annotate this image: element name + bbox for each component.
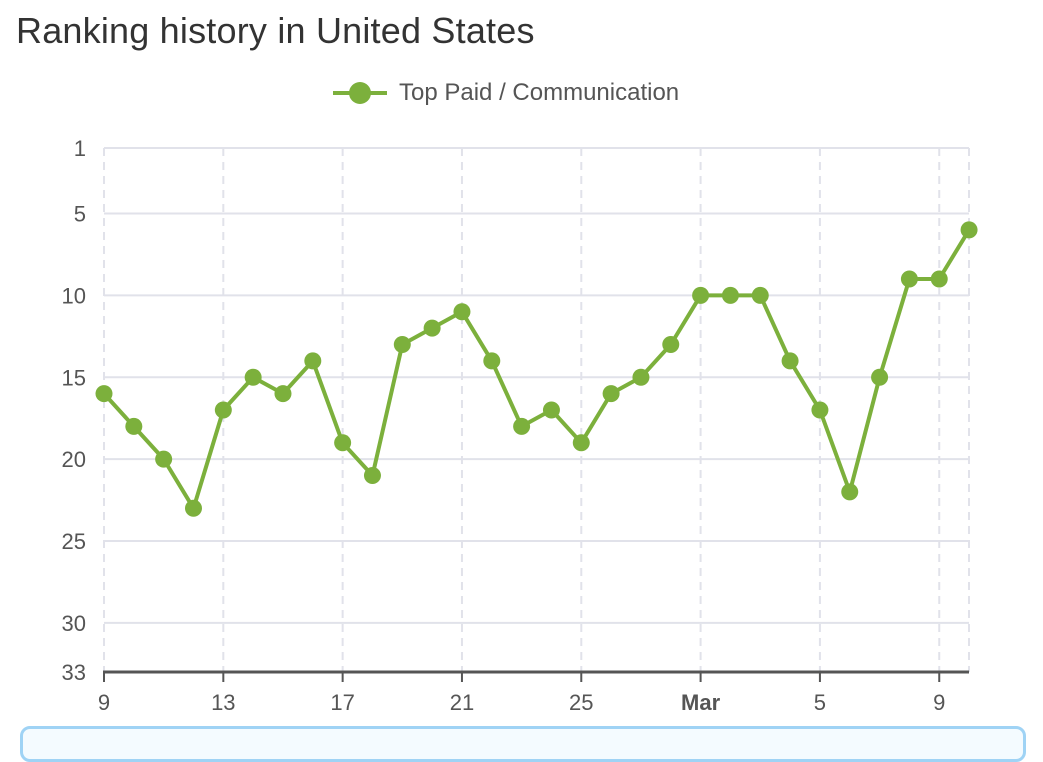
data-point[interactable]: Mar 9: #9 [930, 270, 948, 288]
x-axis-tick-label: 5 [814, 690, 826, 715]
data-point[interactable]: Feb 25: #19 [572, 434, 590, 452]
data-point[interactable]: Mar 10: #6 [960, 221, 978, 239]
chart-grid [103, 147, 970, 672]
x-axis-tick-label: 21 [450, 690, 474, 715]
x-axis-tick-label: Mar [681, 690, 721, 715]
x-axis-tick-label: 17 [330, 690, 354, 715]
data-point[interactable]: Mar 8: #9 [900, 270, 918, 288]
data-point[interactable]: Mar 2: #10 [721, 286, 739, 304]
data-point[interactable]: Feb 27: #15 [632, 368, 650, 386]
data-point[interactable]: Feb 23: #18 [513, 417, 531, 435]
y-axis-tick-label: 33 [62, 660, 86, 685]
data-point[interactable]: Mar 3: #10 [751, 286, 769, 304]
data-point[interactable]: Feb 28: #13 [662, 336, 680, 353]
y-axis-tick-label: 20 [62, 447, 86, 472]
legend-label: Top Paid / Communication [399, 79, 680, 106]
data-point[interactable]: Feb 18: #21 [363, 467, 381, 484]
data-point[interactable]: Feb 15: #16 [274, 385, 292, 403]
data-point[interactable]: Feb 14: #15 [244, 368, 262, 386]
data-point[interactable]: Feb 19: #13 [393, 336, 411, 353]
x-axis-tick-label: 25 [569, 690, 593, 715]
chart-title: Ranking history in United States [16, 10, 535, 51]
data-point[interactable]: Feb 9: #16 [95, 385, 113, 403]
series-line [102, 228, 971, 511]
x-axis-tick-label: 13 [211, 690, 235, 715]
y-axis-tick-label: 1 [74, 136, 86, 161]
data-point[interactable]: Mar 1: #10 [692, 286, 710, 304]
data-point[interactable]: Feb 24: #17 [542, 401, 560, 419]
data-point[interactable]: Feb 20: #12 [423, 319, 441, 337]
y-axis-tick-label: 5 [74, 202, 86, 227]
data-point[interactable]: Feb 22: #14 [483, 352, 501, 370]
chart-series: Feb 9: #16 Feb 10: #18 Feb 11: #20 Feb 12: … [95, 221, 978, 517]
data-point[interactable]: Mar 4: #14 [781, 352, 799, 370]
legend-line-marker-icon [333, 78, 387, 108]
y-axis-tick-label: 30 [62, 611, 86, 636]
data-point[interactable]: Feb 26: #16 [602, 385, 620, 403]
data-point[interactable]: Feb 10: #18 [125, 417, 143, 435]
data-point[interactable]: Feb 16: #14 [304, 352, 322, 370]
y-axis-tick-label: 15 [62, 365, 86, 390]
legend-item-top-paid-communication[interactable]: Top Paid / Communication [333, 78, 679, 108]
data-point[interactable]: Feb 13: #17 [214, 401, 232, 419]
data-point[interactable]: Feb 21: #11 [453, 303, 471, 321]
bottom-panel [20, 726, 1026, 762]
x-axis-tick-label: 9 [933, 690, 945, 715]
y-axis-tick-label: 10 [62, 283, 86, 308]
data-point[interactable]: Mar 7: #15 [871, 368, 889, 386]
data-point[interactable]: Mar 6: #22 [841, 483, 859, 501]
data-point[interactable]: Mar 5: #17 [811, 401, 829, 419]
x-axis-tick-label: 9 [98, 690, 110, 715]
y-axis-tick-label: 25 [62, 529, 86, 554]
data-point[interactable]: Feb 12: #23 [184, 499, 202, 517]
data-point[interactable]: Feb 17: #19 [334, 434, 352, 452]
data-point[interactable]: Feb 11: #20 [155, 450, 173, 468]
